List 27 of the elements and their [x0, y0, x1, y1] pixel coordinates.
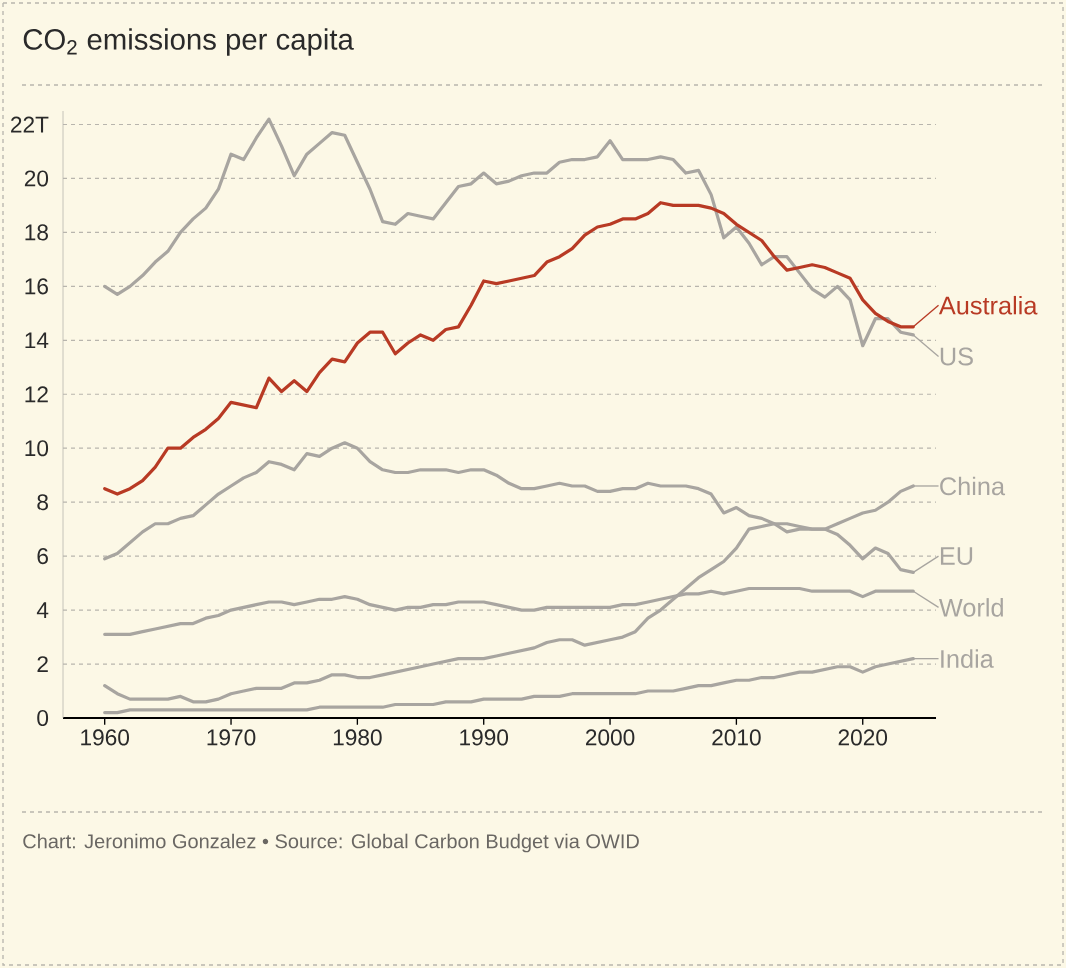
y-tick-label: 16 [25, 278, 48, 295]
y-tick-label: 0 [37, 709, 49, 727]
y-tick-label: 22T [11, 116, 49, 133]
x-tick-label: 1960 [81, 729, 130, 746]
text: Chart: Jeronimo Gonzalez • Source: Global Carbon Budget via OWID [23, 833, 639, 853]
x-tick-label: 1970 [207, 729, 256, 746]
y-tick-label: 10 [25, 440, 49, 457]
chart-title: CO$_{2}$ emissions per capita [23, 28, 354, 56]
y-tick-label: 4 [36, 602, 49, 618]
legend-label: EU [940, 547, 973, 565]
x-tick-label: 2000 [585, 729, 635, 746]
legend-label: India [941, 649, 994, 668]
y-tick-label: 20 [24, 170, 49, 187]
x-tick-label: 1990 [460, 729, 509, 746]
x-tick-label: 2010 [712, 729, 761, 746]
legend-label: World [938, 598, 1003, 617]
x-tick-label: 2020 [838, 729, 888, 746]
y-tick-label: 6 [37, 548, 48, 565]
y-tick-label: 2 [37, 656, 48, 672]
x-tick-label: 1980 [333, 729, 382, 746]
y-tick-label: 18 [25, 224, 48, 241]
y-tick-label: 12 [25, 386, 48, 403]
legend-label: US [940, 347, 973, 366]
legend-label: China [940, 476, 1006, 496]
y-tick-label: 14 [25, 332, 49, 349]
legend-label: Australia [938, 295, 1038, 315]
y-tick-label: 8 [37, 494, 48, 511]
